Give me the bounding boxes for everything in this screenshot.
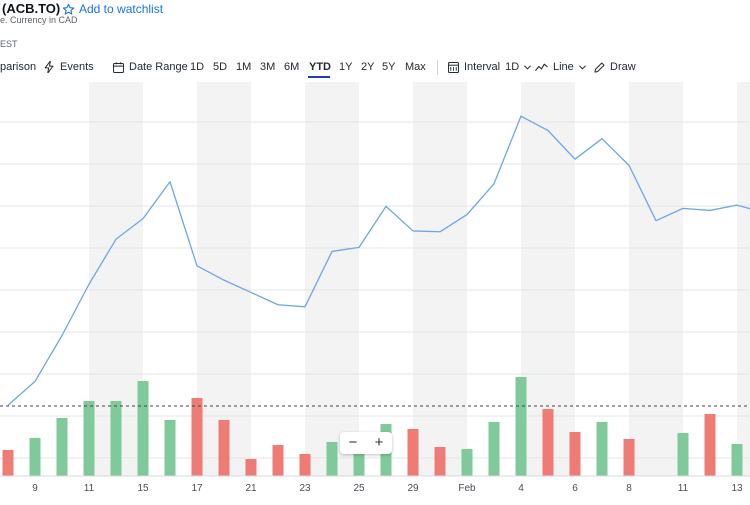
volume-bar (677, 433, 689, 476)
volume-bar (515, 377, 527, 476)
range-1d[interactable]: 1D (190, 61, 205, 73)
x-tick-label: 13 (731, 483, 743, 494)
volume-bar (83, 401, 95, 476)
x-tick-label: 25 (353, 483, 365, 494)
chevron-down-icon (578, 64, 586, 69)
volume-bar (272, 445, 284, 476)
range-2y[interactable]: 2Y (361, 61, 375, 73)
volume-bar (2, 450, 14, 476)
calendar-icon (113, 61, 124, 73)
x-tick-label: 11 (84, 483, 95, 494)
chart-type-button[interactable]: Line (535, 61, 586, 73)
volume-bar (461, 449, 473, 476)
day-band (197, 82, 251, 476)
draw-label: Draw (610, 61, 636, 73)
x-tick-label: 4 (518, 483, 524, 494)
volume-bar (623, 439, 635, 476)
comparison-label: parison (0, 61, 37, 73)
x-tick-label: 23 (299, 483, 311, 494)
volume-bar (218, 420, 230, 476)
range-1y[interactable]: 1Y (339, 61, 353, 73)
range-3m[interactable]: 3M (260, 61, 276, 73)
range-ytd[interactable]: YTD (309, 61, 331, 73)
x-tick-label: 21 (245, 483, 257, 494)
volume-bar (56, 418, 68, 476)
market-time-label: EST (0, 39, 18, 49)
lightning-icon (44, 61, 54, 73)
draw-button[interactable]: Draw (594, 61, 636, 73)
volume-bar (353, 435, 365, 476)
volume-bar (488, 422, 500, 476)
interval-button[interactable]: Interval 1D (448, 61, 532, 73)
volume-bar (110, 401, 122, 476)
chart-canvas[interactable]: 9 11 15 17 21 23 25 29 Feb 4 6 8 11 13 (0, 82, 750, 500)
volume-bar (434, 447, 446, 476)
volume-bar (731, 444, 743, 476)
volume-bar (29, 438, 41, 476)
x-tick-label: 17 (191, 483, 203, 494)
pencil-icon (594, 62, 605, 73)
volume-bar (407, 429, 419, 476)
volume-bar (299, 454, 311, 476)
events-label: Events (60, 61, 94, 73)
chart-toolbar: parison Events Date Range 1D 5D 1M 3M 6M… (0, 56, 750, 82)
x-tick-label: 15 (137, 483, 149, 494)
range-6m[interactable]: 6M (284, 61, 300, 73)
volume-bar (164, 420, 176, 476)
volume-bar (596, 422, 608, 476)
interval-icon (448, 61, 459, 73)
currency-note: e. Currency in CAD (0, 15, 78, 25)
volume-bar (569, 432, 581, 476)
range-1m[interactable]: 1M (236, 61, 252, 73)
active-range-underline (308, 76, 330, 78)
events-button[interactable]: Events (44, 61, 94, 73)
toolbar-divider (437, 60, 438, 75)
chevron-down-icon (524, 64, 532, 69)
interval-label: Interval (464, 61, 501, 73)
x-tick-label: 8 (626, 483, 632, 494)
range-5d[interactable]: 5D (213, 61, 228, 73)
ticker-title: (ACB.TO) (2, 1, 61, 16)
day-band (737, 82, 750, 476)
volume-bar (245, 459, 257, 476)
day-band (413, 82, 467, 476)
x-tick-label: 11 (678, 483, 689, 494)
date-range-button[interactable]: Date Range (113, 61, 188, 73)
price-chart[interactable]: 9 11 15 17 21 23 25 29 Feb 4 6 8 11 13 (0, 82, 750, 500)
volume-bar (137, 381, 149, 476)
chart-type-label: Line (553, 61, 574, 73)
add-to-watchlist-button[interactable]: Add to watchlist (62, 2, 163, 16)
range-5y[interactable]: 5Y (382, 61, 396, 73)
zoom-control: − + (340, 432, 392, 454)
x-tick-label: Feb (458, 483, 476, 494)
day-band (305, 82, 359, 476)
x-tick-label: 29 (407, 483, 419, 494)
star-icon (62, 3, 75, 15)
zoom-in-button[interactable]: + (374, 434, 384, 451)
date-range-label: Date Range (129, 61, 188, 73)
day-band (629, 82, 683, 476)
interval-value: 1D (505, 61, 520, 73)
x-tick-label: 6 (572, 483, 578, 494)
volume-bar (326, 442, 338, 476)
line-chart-icon (535, 63, 548, 72)
volume-bar (704, 414, 716, 476)
watchlist-label: Add to watchlist (79, 2, 164, 16)
range-max[interactable]: Max (405, 61, 426, 73)
comparison-button[interactable]: parison (0, 61, 36, 73)
volume-bar (542, 409, 554, 476)
volume-bar (191, 398, 203, 476)
price-line (7, 115, 750, 406)
x-tick-label: 9 (32, 483, 38, 494)
zoom-out-button[interactable]: − (348, 434, 358, 451)
quote-header: (ACB.TO) Add to watchlist (0, 0, 750, 20)
